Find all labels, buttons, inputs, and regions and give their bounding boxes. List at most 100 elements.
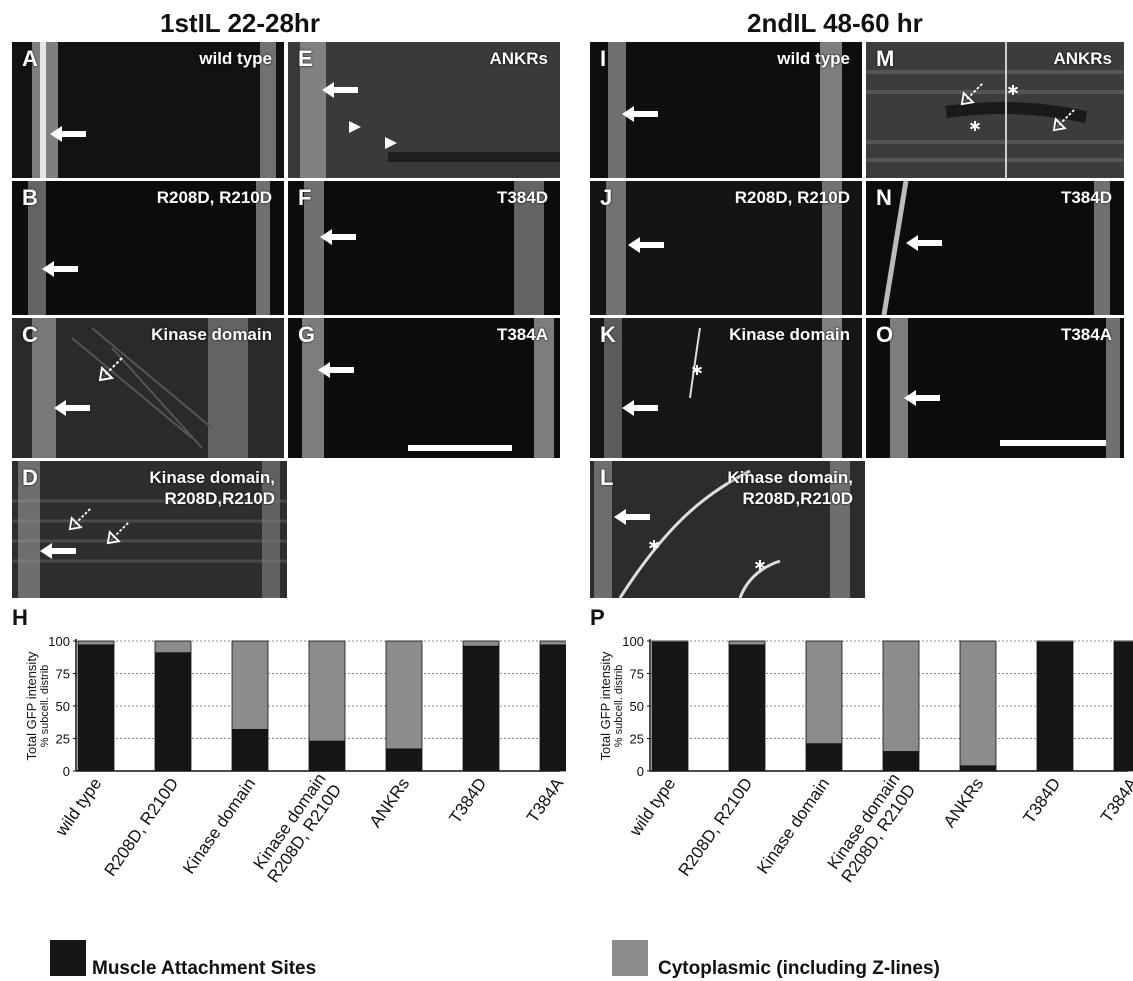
micrograph-o xyxy=(866,318,1124,458)
asterisk-icon xyxy=(649,540,659,550)
x-tick-label: wild type xyxy=(625,774,679,840)
panel-n: N T384D xyxy=(866,181,1124,315)
bar-segment xyxy=(539,644,566,772)
bar-segment xyxy=(308,640,346,742)
construct-name: wild type xyxy=(199,49,272,68)
dashed-arrow-icon xyxy=(106,522,129,545)
panel-j: J R208D, R210D xyxy=(590,181,862,315)
arrow-icon xyxy=(42,261,78,277)
panel-label: L xyxy=(600,465,614,490)
asterisk-icon xyxy=(1008,85,1018,95)
y-axis-label: Total GFP intensity xyxy=(24,651,39,760)
y-tick-label: 50 xyxy=(630,699,644,714)
panel-c: C Kinase domain xyxy=(12,318,284,458)
bar-segment xyxy=(231,729,269,772)
y-tick-label: 0 xyxy=(63,764,70,779)
x-tick-label: T384A xyxy=(523,774,566,826)
panel-g: G T384A xyxy=(288,318,560,458)
panel-m: M ANKRs xyxy=(866,42,1124,178)
micrograph-b xyxy=(12,181,284,315)
panel-label: J xyxy=(600,185,613,210)
arrow-icon xyxy=(320,229,356,245)
chart-label-h: H xyxy=(12,605,28,630)
y-tick-label: 100 xyxy=(48,634,70,649)
bar-segment xyxy=(882,751,920,772)
x-tick-label: T384D xyxy=(1019,774,1064,827)
bar-segment xyxy=(959,765,997,772)
y-tick-label: 50 xyxy=(56,699,70,714)
chart-label-p: P xyxy=(590,605,605,630)
legend-label-muscle: Muscle Attachment Sites xyxy=(92,958,317,979)
asterisk-icon xyxy=(970,121,980,131)
panel-label: N xyxy=(876,185,892,210)
panel-label: C xyxy=(22,322,38,347)
micrograph-e xyxy=(288,42,560,178)
bar-segment xyxy=(385,748,423,772)
x-tick-label: Kinase domain xyxy=(179,774,259,877)
left-stage-title: 1stIL 22-28hr xyxy=(160,8,320,38)
dashed-arrow-icon xyxy=(960,83,983,106)
panel-label: B xyxy=(22,185,38,210)
panel-label: I xyxy=(600,46,607,71)
construct-name: ANKRs xyxy=(1053,49,1112,68)
scale-bar xyxy=(1000,440,1106,446)
micrograph-l xyxy=(590,461,865,598)
panel-i: I wild type xyxy=(590,42,862,178)
bar-segment xyxy=(1036,641,1074,772)
arrow-icon xyxy=(54,400,90,416)
bar-segment xyxy=(231,640,269,730)
construct-name: Kinase domain, R208D,R210D xyxy=(149,468,275,508)
y-tick-label: 75 xyxy=(630,667,644,682)
dashed-arrow-icon xyxy=(1052,109,1075,132)
arrow-icon xyxy=(40,543,76,559)
construct-name: T384D xyxy=(1060,188,1112,207)
micrograph-c xyxy=(12,318,284,458)
arrow-icon xyxy=(322,82,358,98)
bar-segment xyxy=(805,743,843,772)
panel-label: G xyxy=(298,322,316,347)
panel-d: D Kinase domain, R208D,R210D xyxy=(12,461,287,598)
x-tick-label: Kinase domain xyxy=(753,774,833,877)
micrograph-f xyxy=(288,181,560,315)
panel-l: L Kinase domain, R208D,R210D xyxy=(590,461,865,598)
bar-segment xyxy=(154,652,192,772)
asterisk-icon xyxy=(692,365,702,375)
bar-segment xyxy=(462,640,500,647)
y-tick-label: 25 xyxy=(630,732,644,747)
panel-f: F T384D xyxy=(288,181,560,315)
x-tick-label: T384A xyxy=(1097,774,1133,826)
bar-segment xyxy=(728,644,766,772)
micrograph-n xyxy=(866,181,1124,315)
arrow-icon xyxy=(904,390,940,406)
bar-segment xyxy=(462,645,500,772)
bar-segment xyxy=(728,640,766,646)
bar-segment xyxy=(651,640,689,643)
panel-label: D xyxy=(22,465,38,490)
arrowhead-icon xyxy=(385,137,397,149)
bar-segment xyxy=(882,640,920,752)
bar-segment xyxy=(77,640,115,646)
bar-segment xyxy=(1113,640,1133,643)
micrograph-k xyxy=(590,318,862,458)
construct-name: R208D, R210D xyxy=(734,188,850,207)
micrograph-g xyxy=(288,318,560,458)
micrograph-m xyxy=(866,42,1124,178)
arrow-icon xyxy=(50,126,86,142)
panel-label: E xyxy=(298,46,313,71)
construct-name: Kinase domain xyxy=(729,325,850,344)
arrow-icon xyxy=(318,362,354,378)
x-tick-label: Kinase domainR208D, R210D xyxy=(822,770,919,886)
bar-segment xyxy=(1113,641,1133,772)
y-tick-label: 100 xyxy=(622,634,644,649)
x-tick-label: Kinase domainR208D, R210D xyxy=(248,770,345,886)
construct-name: ANKRs xyxy=(489,49,548,68)
panel-a: A wild type xyxy=(12,42,284,178)
y-tick-label: 75 xyxy=(56,667,70,682)
bar-segment xyxy=(805,640,843,745)
y-axis-label: Total GFP intensity xyxy=(598,651,613,760)
x-tick-label: R208D, R210D xyxy=(101,774,183,879)
panel-b: B R208D, R210D xyxy=(12,181,284,315)
y-tick-label: 0 xyxy=(637,764,644,779)
bar-segment xyxy=(539,640,566,646)
x-tick-label: wild type xyxy=(51,774,105,840)
